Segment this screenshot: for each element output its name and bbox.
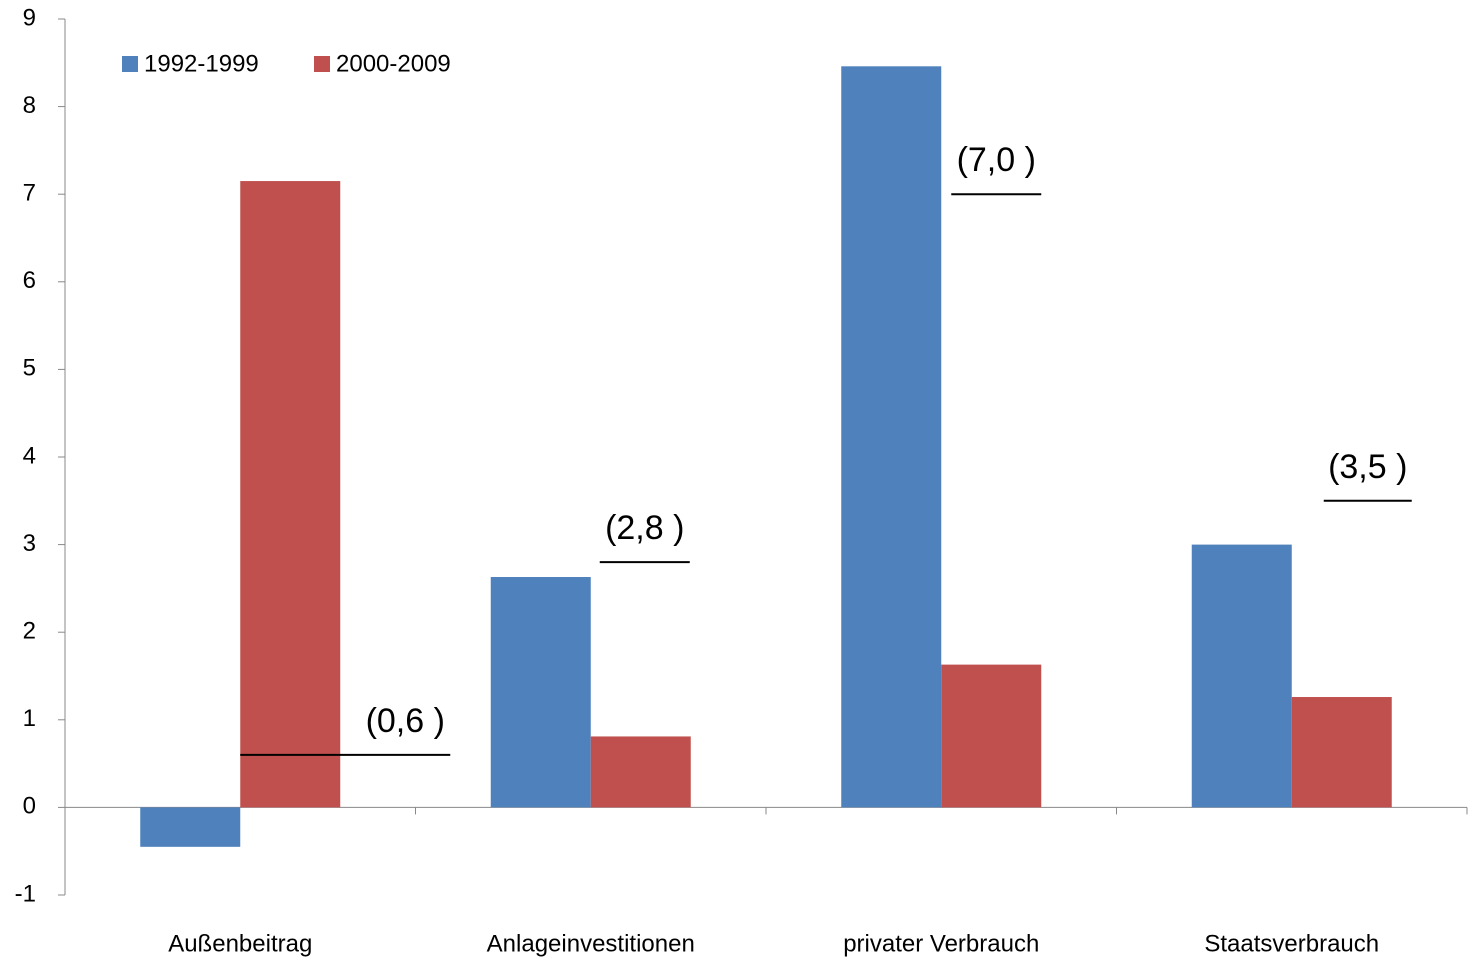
y-tick-label: 5 — [23, 355, 36, 382]
x-tick-label: privater Verbrauch — [843, 930, 1039, 957]
x-tick-label: Staatsverbrauch — [1204, 930, 1379, 957]
y-tick-label: 1 — [23, 705, 36, 732]
x-tick-label: Anlageinvestitionen — [487, 930, 695, 957]
bar — [841, 66, 942, 808]
annotation: (2,8 ) — [605, 509, 684, 547]
bar — [140, 807, 241, 847]
y-tick-label: 8 — [23, 92, 36, 119]
bar — [240, 181, 341, 808]
annotation: (7,0 ) — [957, 141, 1036, 179]
x-tick-label: Außenbeitrag — [168, 930, 312, 957]
annotation: (0,6 ) — [366, 702, 445, 740]
legend-label: 2000-2009 — [336, 50, 451, 77]
y-tick-label: 4 — [23, 442, 36, 469]
y-tick-label: -1 — [15, 880, 36, 907]
y-tick-label: 0 — [23, 793, 36, 820]
y-tick-label: 9 — [23, 4, 36, 31]
y-tick-label: 2 — [23, 618, 36, 645]
annotation: (3,5 ) — [1328, 448, 1407, 486]
bar — [1291, 697, 1392, 808]
bar — [490, 577, 591, 808]
legend-swatch — [314, 56, 330, 72]
bar — [1191, 544, 1292, 808]
legend-label: 1992-1999 — [144, 50, 259, 77]
legend-swatch — [122, 56, 138, 72]
y-tick-label: 6 — [23, 267, 36, 294]
bar — [941, 664, 1042, 808]
bar — [590, 736, 691, 808]
y-tick-label: 3 — [23, 530, 36, 557]
y-tick-label: 7 — [23, 180, 36, 207]
